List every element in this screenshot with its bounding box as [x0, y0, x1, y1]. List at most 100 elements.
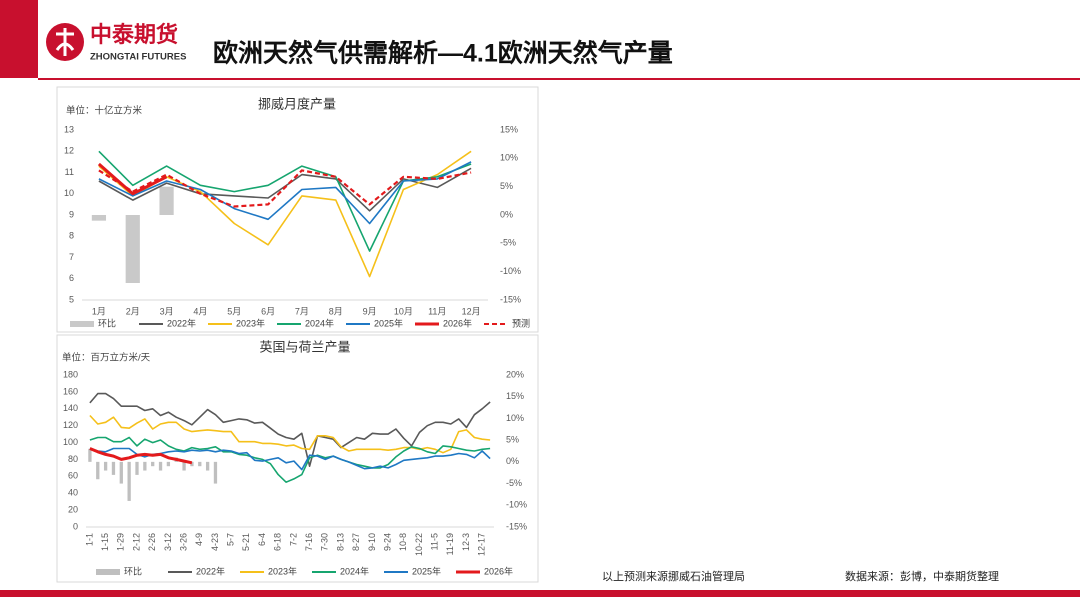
- source: 数据来源：彭博，中泰期货整理: [845, 569, 999, 583]
- y-tick-label: 6: [69, 273, 74, 283]
- y2-tick-label: 5%: [500, 181, 513, 191]
- y2-tick-label: 15%: [500, 124, 518, 134]
- x-tick-label: 1-1: [84, 533, 94, 546]
- x-tick-label: 8月: [329, 306, 343, 316]
- brand-en: ZHONGTAI FUTURES: [90, 52, 186, 63]
- x-tick-label: 2-26: [147, 533, 157, 551]
- x-tick-label: 7-16: [304, 533, 314, 551]
- x-tick-label: 12月: [462, 306, 481, 316]
- bar: [166, 461, 171, 467]
- legend-swatch: [96, 569, 120, 575]
- bar: [88, 448, 92, 462]
- legend-label: 环比: [98, 317, 116, 328]
- y-tick-label: 7: [69, 252, 74, 262]
- y2-tick-label: 0%: [506, 456, 519, 466]
- y-tick-label: 0: [73, 521, 78, 531]
- y2-tick-label: -5%: [506, 478, 522, 488]
- y-tick-label: 11: [65, 167, 74, 177]
- legend-label: 2026年: [443, 317, 472, 328]
- x-tick-label: 6-4: [257, 533, 267, 546]
- bar: [135, 461, 139, 475]
- series-line: [98, 150, 472, 252]
- y2-tick-label: 15%: [506, 391, 524, 401]
- y2-tick-label: 5%: [506, 435, 519, 445]
- y-tick-label: 100: [63, 437, 78, 447]
- x-tick-label: 12-17: [477, 533, 487, 556]
- y-tick-label: 60: [68, 471, 78, 481]
- slide-title: 欧洲天然气供需解析—4.1欧洲天然气产量: [213, 39, 673, 68]
- bar: [158, 461, 163, 471]
- bar: [190, 461, 194, 467]
- y-tick-label: 9: [69, 209, 74, 219]
- legend-label: 2022年: [196, 565, 225, 576]
- y-tick-label: 13: [64, 124, 74, 134]
- x-tick-label: 5月: [227, 306, 241, 316]
- x-tick-label: 12-3: [461, 533, 471, 551]
- y-tick-label: 160: [63, 386, 78, 396]
- x-tick-label: 9-24: [382, 533, 392, 551]
- legend-label: 2026年: [484, 565, 513, 576]
- header-band: [0, 0, 38, 78]
- x-tick-label: 8-27: [351, 533, 361, 551]
- x-tick-label: 4-23: [210, 533, 220, 551]
- bar: [111, 461, 116, 475]
- x-tick-label: 1-15: [100, 533, 110, 551]
- x-tick-label: 1-29: [116, 533, 126, 551]
- bar: [125, 215, 140, 283]
- y-tick-label: 140: [63, 403, 78, 413]
- y-tick-label: 120: [63, 420, 78, 430]
- chart-title: 挪威月度产量: [258, 96, 336, 111]
- x-tick-label: 6月: [261, 306, 275, 316]
- y-tick-label: 180: [63, 369, 78, 379]
- bar: [127, 461, 131, 501]
- x-tick-label: 10-22: [414, 533, 424, 556]
- legend-swatch: [70, 321, 94, 327]
- legend-label: 2023年: [268, 565, 297, 576]
- x-tick-label: 3-12: [163, 533, 173, 551]
- y2-tick-label: -15%: [506, 521, 527, 531]
- x-tick-label: 5-7: [226, 533, 236, 546]
- y2-tick-label: 10%: [506, 413, 524, 423]
- x-tick-label: 6-18: [273, 533, 283, 551]
- y-tick-label: 10: [64, 188, 74, 198]
- series-line: [89, 392, 491, 467]
- legend-label: 2025年: [412, 565, 441, 576]
- x-tick-label: 10月: [394, 306, 413, 316]
- y-tick-label: 12: [64, 146, 74, 156]
- y-tick-label: 80: [68, 454, 78, 464]
- y2-tick-label: 20%: [506, 369, 524, 379]
- header-rule: [38, 78, 1080, 80]
- bar: [198, 461, 202, 467]
- bar: [205, 461, 210, 471]
- y-tick-label: 8: [69, 231, 74, 241]
- bar: [151, 461, 155, 467]
- bar: [182, 461, 186, 471]
- bar: [213, 461, 218, 484]
- bar: [159, 186, 174, 215]
- y2-tick-label: -10%: [506, 500, 527, 510]
- x-tick-label: 4月: [193, 306, 207, 316]
- series-line: [98, 169, 472, 208]
- bar: [143, 461, 147, 471]
- x-tick-label: 7月: [295, 306, 309, 316]
- legend-label: 预测: [512, 318, 530, 328]
- y-tick-label: 20: [68, 504, 78, 514]
- bar: [96, 461, 100, 480]
- x-tick-label: 2月: [126, 306, 140, 316]
- series-line: [98, 150, 472, 278]
- x-tick-label: 1月: [92, 306, 106, 316]
- legend-label: 2022年: [167, 317, 196, 328]
- x-tick-label: 4-9: [194, 533, 204, 546]
- series-line: [89, 436, 491, 483]
- x-tick-label: 9月: [363, 306, 377, 316]
- y2-tick-label: -5%: [500, 238, 516, 248]
- x-tick-label: 10-8: [398, 533, 408, 551]
- x-tick-label: 7-30: [320, 533, 330, 551]
- footer-band: [0, 590, 1080, 597]
- y-tick-label: 40: [68, 488, 78, 498]
- bar: [119, 461, 123, 484]
- chart-title: 英国与荷兰产量: [259, 339, 350, 354]
- x-tick-label: 3月: [160, 306, 174, 316]
- x-tick-label: 3-26: [178, 533, 188, 551]
